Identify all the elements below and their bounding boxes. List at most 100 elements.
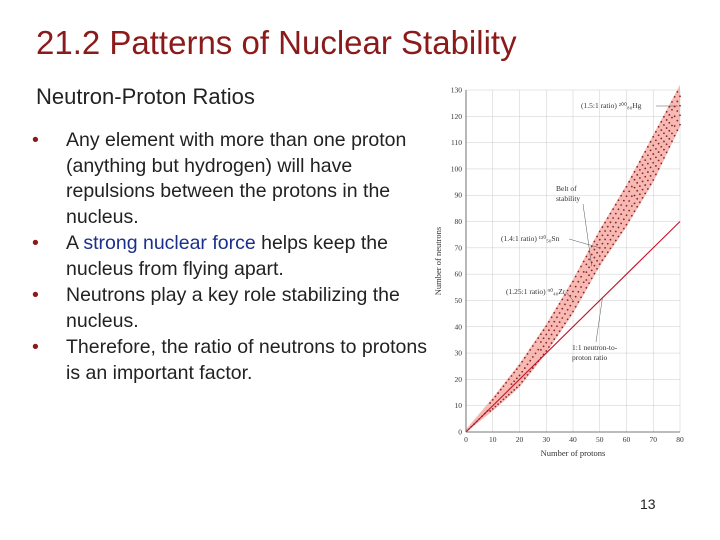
stable-nuclide-point xyxy=(556,307,558,310)
stable-nuclide-point xyxy=(529,349,532,351)
stable-nuclide-point xyxy=(580,275,582,278)
stable-nuclide-point xyxy=(577,280,580,283)
y-tick-label: 60 xyxy=(455,270,463,279)
stable-nuclide-point xyxy=(649,175,652,177)
bullet-text: Neutrons play a key role stabilizing the… xyxy=(66,284,400,332)
stable-nuclide-point xyxy=(630,185,633,188)
stable-nuclide-point xyxy=(574,275,577,278)
stable-nuclide-point xyxy=(641,172,644,175)
stable-nuclide-point xyxy=(596,243,598,246)
stable-nuclide-point xyxy=(620,231,623,234)
stable-nuclide-point xyxy=(534,352,537,355)
stable-nuclide-point xyxy=(601,234,604,237)
stable-nuclide-point xyxy=(630,214,633,217)
stable-nuclide-point xyxy=(638,177,641,179)
stable-nuclide-point xyxy=(497,392,499,394)
stable-nuclide-point xyxy=(548,320,550,323)
slide-subtitle: Neutron-Proton Ratios xyxy=(36,84,255,109)
stable-nuclide-point xyxy=(622,227,625,230)
stable-nuclide-point xyxy=(510,383,513,386)
stable-nuclide-point xyxy=(593,256,596,259)
stable-nuclide-point xyxy=(564,303,566,306)
stable-nuclide-point xyxy=(497,403,499,406)
stable-nuclide-point xyxy=(665,143,668,146)
stable-nuclide-point xyxy=(679,95,681,98)
stable-nuclide-point xyxy=(663,148,665,151)
stable-nuclide-point xyxy=(505,381,508,384)
y-tick-label: 100 xyxy=(451,164,463,173)
x-tick-label: 10 xyxy=(489,435,497,444)
stable-nuclide-point xyxy=(505,396,508,398)
belt-of-stability-label: stability xyxy=(556,194,580,203)
one-to-one-ratio-line xyxy=(465,221,681,433)
stable-nuclide-point xyxy=(513,389,516,391)
stable-nuclide-point xyxy=(644,159,647,162)
stable-nuclide-point xyxy=(537,337,540,339)
stable-nuclide-point xyxy=(609,247,612,250)
stable-nuclide-point xyxy=(545,341,548,344)
stable-nuclide-point xyxy=(577,301,580,303)
y-tick-label: 120 xyxy=(451,112,463,121)
stable-nuclide-point xyxy=(625,185,628,188)
stable-nuclide-point xyxy=(617,199,620,202)
stable-nuclide-point xyxy=(612,243,615,246)
bullet-item: • A strong nuclear force helps keep the n… xyxy=(32,231,432,282)
stable-nuclide-point xyxy=(513,380,516,383)
stable-nuclide-point xyxy=(572,300,574,303)
stable-nuclide-point xyxy=(606,234,609,237)
stable-nuclide-point xyxy=(622,199,625,202)
stable-nuclide-point xyxy=(617,217,620,220)
stable-nuclide-point xyxy=(531,356,534,358)
stable-nuclide-point xyxy=(652,144,655,147)
bullet-text: Therefore, the ratio of neutrons to prot… xyxy=(66,336,427,384)
stable-nuclide-point xyxy=(604,230,606,232)
stable-nuclide-point xyxy=(588,266,590,269)
stable-nuclide-point xyxy=(636,189,639,192)
x-tick-label: 40 xyxy=(569,435,577,444)
stable-nuclide-point xyxy=(633,186,636,189)
stable-nuclide-point xyxy=(628,219,631,222)
stable-nuclide-point xyxy=(507,393,510,396)
stable-nuclide-point xyxy=(593,248,596,251)
stable-nuclide-point xyxy=(676,110,679,112)
annotation-zr-label: (1.25:1 ratio) ⁹⁰₄₀Zr xyxy=(506,287,566,296)
stable-nuclide-point xyxy=(582,281,585,284)
stable-nuclide-point xyxy=(633,170,636,173)
stable-nuclide-point xyxy=(550,342,553,344)
stable-nuclide-point xyxy=(641,164,644,166)
stable-nuclide-point xyxy=(663,140,665,143)
stable-nuclide-point xyxy=(660,137,663,140)
stable-nuclide-point xyxy=(655,165,657,167)
stable-nuclide-point xyxy=(564,294,566,296)
stable-nuclide-point xyxy=(548,337,550,340)
stable-nuclide-point xyxy=(523,377,526,380)
annotation-zr-pointer xyxy=(565,291,574,301)
stable-nuclide-point xyxy=(550,316,553,319)
stable-nuclide-point xyxy=(655,147,657,150)
stable-nuclide-point xyxy=(561,326,564,329)
stable-nuclide-point xyxy=(657,142,660,145)
stable-nuclide-point xyxy=(545,325,548,328)
y-tick-label: 70 xyxy=(455,243,463,252)
stable-nuclide-point xyxy=(636,173,639,176)
stable-nuclide-point xyxy=(647,162,649,165)
stable-nuclide-point xyxy=(638,201,641,204)
stable-nuclide-point xyxy=(593,272,596,275)
stable-nuclide-point xyxy=(641,155,644,158)
stable-nuclide-point xyxy=(657,168,660,170)
stable-nuclide-point xyxy=(668,137,671,140)
stable-nuclide-point xyxy=(574,295,577,298)
stable-nuclide-point xyxy=(636,205,639,208)
stable-nuclide-point xyxy=(647,154,649,157)
y-tick-label: 0 xyxy=(458,428,462,437)
stable-nuclide-point xyxy=(590,253,593,256)
stable-nuclide-point xyxy=(636,181,639,184)
stable-nuclide-point xyxy=(598,263,601,266)
stable-nuclide-point xyxy=(614,203,617,206)
stable-nuclide-point xyxy=(489,402,491,404)
stable-nuclide-point xyxy=(647,188,649,190)
stable-nuclide-point xyxy=(556,316,558,319)
stable-nuclide-point xyxy=(657,125,660,128)
stable-nuclide-point xyxy=(526,352,529,355)
stable-nuclide-point xyxy=(577,290,580,293)
